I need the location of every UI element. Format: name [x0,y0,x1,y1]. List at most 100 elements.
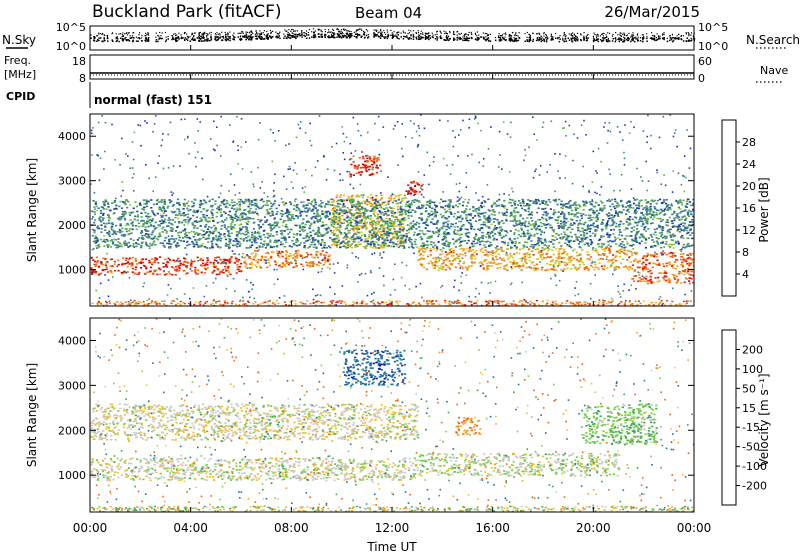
nsearch-point [571,34,573,36]
scatter-cell [346,198,349,200]
scatter-cell [284,225,287,228]
nsky-point [261,37,263,39]
scatter-cell [113,260,116,263]
scatter-cell [369,242,372,244]
scatter-cell [304,223,307,226]
scatter-cell [130,211,133,214]
scatter-cell [199,217,202,219]
scatter-cell [172,238,175,240]
scatter-cell [371,237,374,239]
scatter-cell [306,204,309,206]
scatter-cell [438,267,441,269]
nsearch-point [468,31,470,33]
scatter-cell [383,233,386,235]
scatter-cell [656,264,659,266]
nsky-point [446,36,449,39]
scatter-cell [336,219,339,221]
nsearch-point [127,32,129,34]
scatter-cell [172,204,175,206]
nsearch-point [622,33,624,35]
scatter-cell [342,194,346,197]
nsearch-point [690,34,692,36]
scatter-cell [246,254,249,257]
scatter-cell [152,272,155,275]
nsearch-point [313,32,315,34]
scatter-cell [679,253,682,255]
scatter-cell [207,217,210,219]
scatter-cell [513,204,516,206]
nsky-point [434,38,437,40]
nsearch-point [498,35,500,37]
scatter-cell [107,271,110,273]
scatter-cell [593,212,596,215]
scatter-cell [380,197,384,199]
nsearch-point [355,31,357,33]
scatter-cell [383,208,386,210]
scatter-cell [535,263,539,266]
scatter-cell [607,240,610,243]
nsky-point [632,39,634,42]
scatter-cell [668,206,671,209]
scatter-cell [525,266,528,269]
scatter-cell [160,222,163,225]
scatter-cell [350,195,353,198]
scatter-cell [276,250,279,252]
scatter-cell [176,242,179,244]
scatter-cell [633,226,636,228]
scatter-cell [281,243,284,245]
scatter-cell [625,218,628,221]
scatter-cell [375,160,378,162]
nsky-point [318,33,320,35]
nsky-point [103,38,105,40]
nsearch-point [608,32,611,34]
nsearch-point [626,34,629,36]
scatter-cell [153,261,156,264]
scatter-cell [643,228,646,231]
nsky-point [415,36,417,39]
nsky-point [363,34,366,36]
nsearch-point [332,29,334,31]
nsky-point [418,36,420,39]
nsearch-point [299,33,301,35]
nsky-point [255,38,257,40]
nsky-point [97,39,99,41]
scatter-cell [556,219,560,222]
nsearch-point [631,35,633,37]
scatter-cell [677,240,680,243]
scatter-cell [391,225,394,228]
nsearch-point [346,30,348,32]
nsearch-point [198,32,200,34]
scatter-cell [123,263,126,265]
scatter-cell [630,251,633,253]
scatter-cell [349,212,352,214]
scatter-cell [658,272,661,274]
nsearch-point [178,32,180,34]
scatter-cell [208,230,211,233]
scatter-cell [487,227,490,229]
scatter-cell [307,202,310,205]
nsearch-point [529,35,531,37]
scatter-cell [638,202,641,204]
scatter-cell [640,204,644,207]
scatter-cell [245,262,248,265]
nsky-point [116,39,118,42]
nsearch-point [305,33,307,35]
nsearch-point [601,33,603,35]
scatter-cell [286,228,289,231]
scatter-cell [656,281,659,283]
nsky-point [334,36,336,39]
scatter-cell [255,247,258,249]
scatter-cell [243,209,246,212]
nsky-point [420,37,423,39]
scatter-cell [358,243,361,246]
nsearch-point [482,36,485,38]
nsky-point [364,36,366,39]
nsky-point [177,37,180,39]
scatter-cell [651,222,654,224]
scatter-cell [434,261,437,263]
scatter-cell [107,240,110,242]
scatter-cell [365,228,368,230]
nsky-point [543,40,546,42]
scatter-cell [375,195,378,197]
scatter-cell [98,273,101,275]
